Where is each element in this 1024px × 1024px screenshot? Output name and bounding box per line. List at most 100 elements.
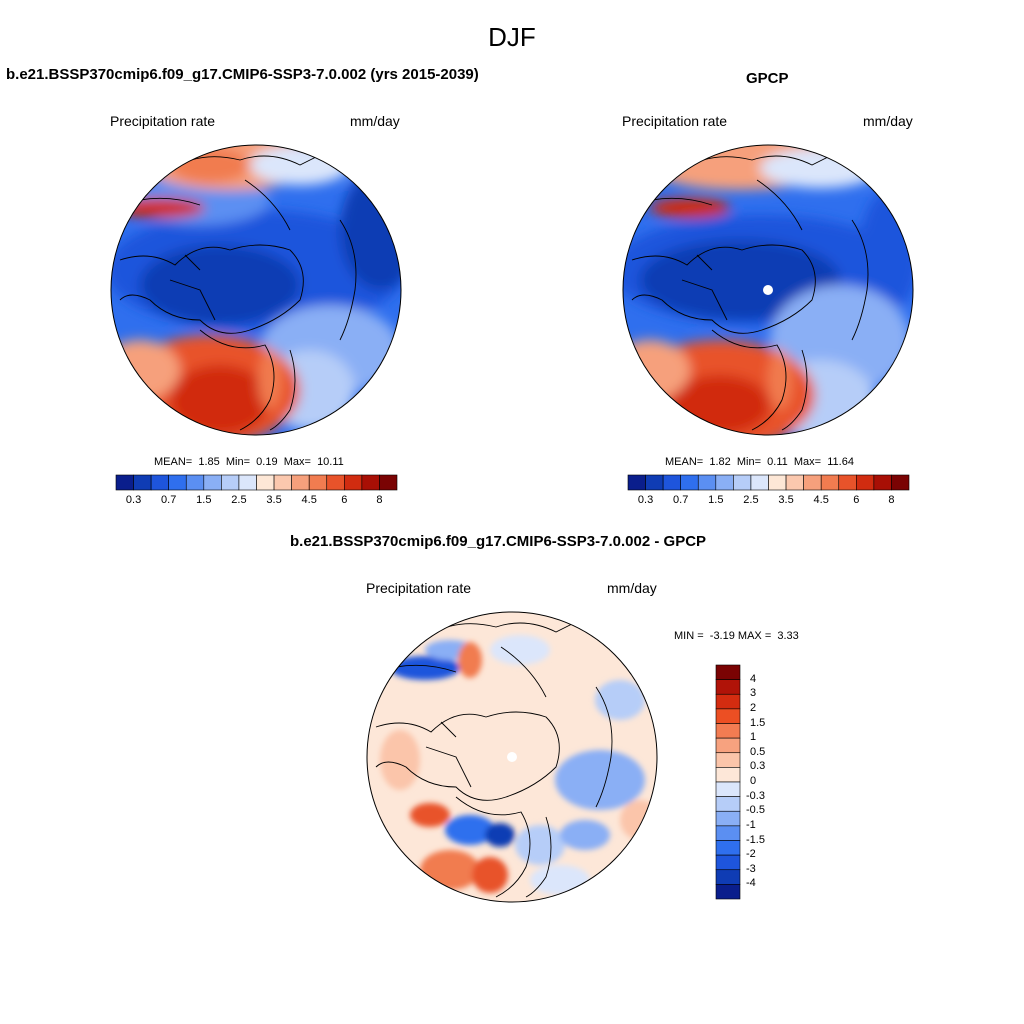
difference-colorbar-swatch [715,825,741,841]
right-colorbar-swatch [856,474,875,491]
left-colorbar-swatch [133,474,152,491]
right-colorbar-swatch [820,474,840,491]
difference-colorbar-tick-label: 2 [750,701,757,714]
right-colorbar-swatch [680,474,699,491]
difference-colorbar-tick-label: -2 [746,848,756,861]
left-panel-title: b.e21.BSSP370cmip6.f09_g17.CMIP6-SSP3-7.… [6,66,479,83]
right-variable-label: Precipitation rate [622,113,728,129]
right-polar-map [622,144,914,436]
difference-colorbar-swatch [715,737,741,754]
left-max-label: Max= [283,456,311,468]
left-colorbar-swatch [185,474,205,491]
left-max-value: 10.11 [317,456,344,468]
right-colorbar-swatch [838,474,857,491]
difference-colorbar-tick-label: 0.3 [750,760,766,773]
left-colorbar-swatch [308,474,328,491]
difference-min-value: -3.19 [709,630,735,642]
left-variable-label: Precipitation rate [110,113,216,129]
right-colorbar-tick-label: 0.7 [673,494,689,506]
left-colorbar-tick-label: 0.7 [161,494,177,506]
left-colorbar-tick-label: 1.5 [196,494,212,506]
right-colorbar-tick-label: 8 [888,494,895,506]
difference-colorbar-swatch [715,664,741,680]
right-max-value: 11.64 [827,456,854,468]
difference-colorbar-swatch [715,854,741,871]
right-colorbar-swatch [733,474,752,491]
right-max-label: Max= [793,456,822,468]
right-colorbar-tick-label: 0.3 [637,494,654,506]
left-colorbar-swatch [344,474,363,491]
difference-colorbar-swatch [715,752,741,768]
difference-max-label: MAX = [737,630,772,642]
right-colorbar-tick-label: 1.5 [708,494,724,506]
right-colorbar-swatch [697,474,717,491]
right-panel-title: GPCP [746,70,789,87]
right-colorbar-swatch [803,474,822,491]
right-mean-value: 1.82 [709,456,731,468]
right-colorbar-swatch [891,474,910,491]
left-colorbar-swatch [256,474,275,491]
left-colorbar-swatch [203,474,222,491]
left-colorbar-tick-label: 3.5 [266,494,282,506]
difference-colorbar-swatch [715,693,741,710]
right-colorbar [627,474,910,491]
difference-colorbar-swatch [715,869,741,885]
left-units-label: mm/day [350,113,400,129]
right-colorbar-swatch [715,474,734,491]
difference-panel-title: b.e21.BSSP370cmip6.f09_g17.CMIP6-SSP3-7.… [290,533,707,550]
difference-colorbar-swatch [715,708,741,724]
difference-colorbar [715,664,741,900]
left-stats: MEAN= 1.85 Min= 0.19 Max= 10.11 [154,456,344,468]
right-colorbar-swatch [873,474,892,491]
left-colorbar-tick-label: 8 [376,494,383,506]
left-colorbar-swatch [115,474,134,491]
left-colorbar-swatch [291,474,310,491]
right-colorbar-tick-label: 2.5 [743,494,759,506]
difference-min-label: MIN = [674,630,704,642]
right-colorbar-tick-label: 4.5 [813,494,829,506]
left-colorbar-swatch [168,474,187,491]
difference-colorbar-swatch [715,884,741,900]
difference-colorbar-tick-label: 0 [750,775,757,787]
difference-colorbar-tick-label: -0.5 [746,804,765,817]
difference-colorbar-swatch [715,796,741,812]
right-colorbar-tick-label: 6 [853,494,860,506]
difference-colorbar-tick-label: 4 [750,672,757,685]
left-colorbar-swatch [238,474,257,491]
difference-colorbar-swatch [715,679,741,695]
left-colorbar-swatch [379,474,398,491]
left-colorbar-tick-label: 2.5 [231,494,247,506]
right-colorbar-swatch [645,474,664,491]
difference-colorbar-tick-label: 3 [750,687,757,700]
left-mean-value: 1.85 [198,456,220,468]
difference-colorbar-tick-label: -1 [746,818,756,831]
difference-stats: MIN = -3.19 MAX = 3.33 [674,630,799,642]
right-units-label: mm/day [863,113,913,129]
difference-colorbar-tick-label: 1.5 [750,716,766,729]
right-colorbar-swatch [627,474,646,491]
difference-colorbar-tick-label: 0.5 [750,745,766,758]
difference-units-label: mm/day [607,580,657,596]
difference-colorbar-tick-label: -0.3 [746,789,765,802]
left-colorbar-swatch [273,474,292,491]
left-colorbar-swatch [221,474,240,491]
right-mean-label: MEAN= [665,456,704,468]
difference-max-value: 3.33 [777,630,799,642]
difference-colorbar-swatch [715,840,741,856]
left-colorbar [115,474,398,491]
left-min-value: 0.19 [256,456,278,468]
difference-variable-label: Precipitation rate [366,580,472,596]
right-min-label: Min= [736,456,762,468]
difference-colorbar-swatch [715,767,741,783]
left-polar-map [110,144,402,436]
difference-colorbar-tick-label: -4 [746,877,756,890]
right-colorbar-swatch [768,474,787,491]
left-mean-label: MEAN= [154,456,193,468]
difference-colorbar-swatch [715,723,741,739]
left-colorbar-swatch [361,474,380,491]
left-colorbar-tick-label: 4.5 [301,494,317,506]
season-title: DJF [488,22,536,52]
right-colorbar-swatch [750,474,769,491]
right-stats: MEAN= 1.82 Min= 0.11 Max= 11.64 [665,456,854,468]
